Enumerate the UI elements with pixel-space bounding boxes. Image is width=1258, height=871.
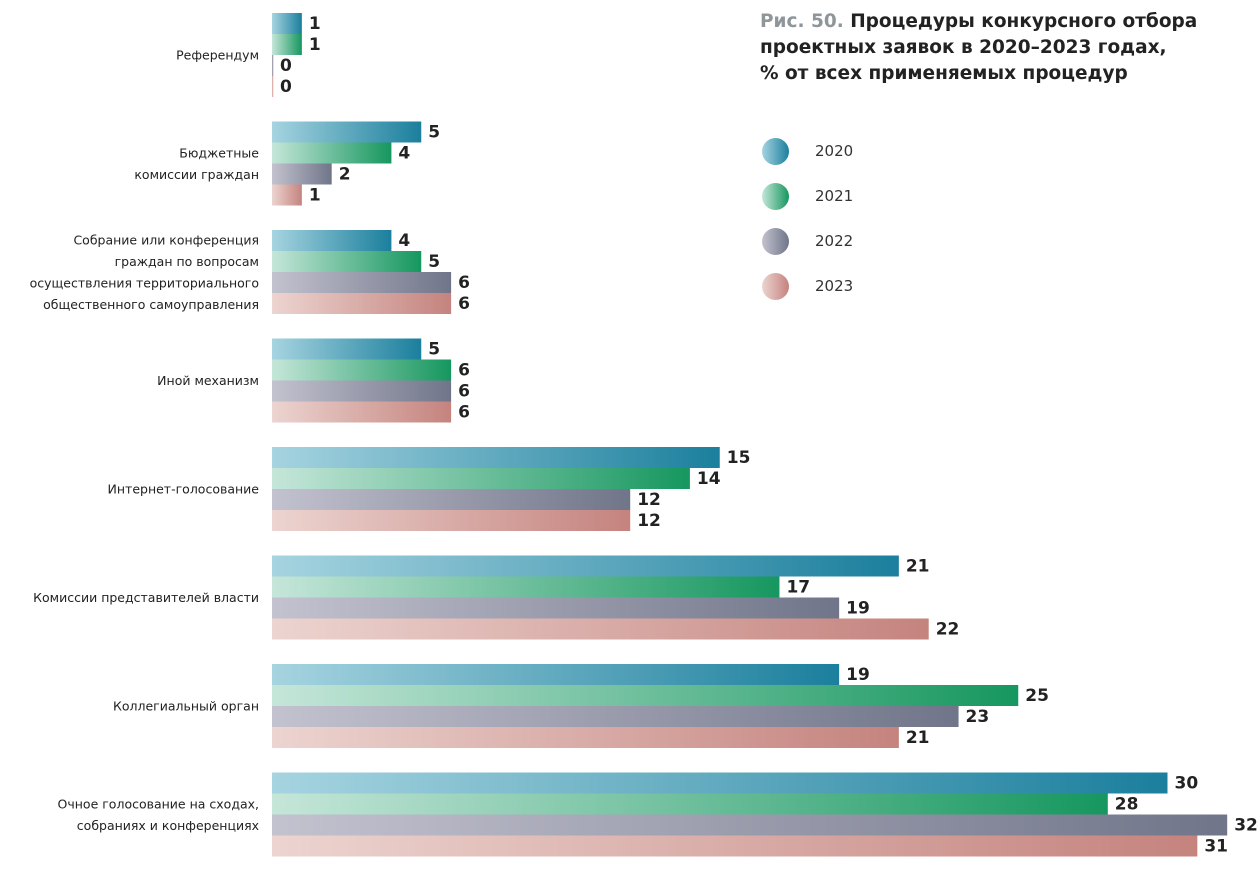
title-line-2: проектных заявок в 2020–2023 годах, (760, 37, 1167, 58)
legend-swatch-2020 (762, 138, 789, 165)
bar-2020-cat-6 (272, 664, 840, 685)
bar-2020-cat-3 (272, 338, 422, 360)
bars-layer (272, 13, 1228, 857)
value-label-2022-cat-1: 2 (339, 165, 351, 185)
category-label-1-line-1: комиссии граждан (134, 167, 259, 182)
bar-2023-cat-3 (272, 401, 452, 423)
bar-2022-cat-5 (272, 597, 840, 619)
value-label-2021-cat-5: 17 (786, 578, 810, 598)
bar-2020-cat-5 (272, 555, 899, 577)
category-label-7-line-1: собраниях и конференциях (77, 818, 259, 833)
legend-swatch-2023 (762, 273, 789, 300)
bar-2022-cat-3 (272, 380, 452, 402)
bar-2021-cat-7 (272, 793, 1108, 815)
value-label-2022-cat-6: 23 (966, 707, 990, 727)
bar-2021-cat-6 (272, 685, 1019, 706)
bar-2022-cat-7 (272, 814, 1228, 836)
value-label-2020-cat-2: 4 (398, 231, 410, 251)
category-label-3-line-0: Иной механизм (157, 373, 259, 388)
value-label-2023-cat-4: 12 (637, 511, 661, 531)
value-label-2020-cat-6: 19 (846, 665, 870, 685)
value-label-2022-cat-5: 19 (846, 599, 870, 619)
title-line-1: Процедуры конкурсного отбора (850, 11, 1198, 32)
legend-swatch-2021 (762, 183, 789, 210)
value-label-2023-cat-2: 6 (458, 294, 470, 314)
figure-number: Рис. 50. (760, 11, 844, 32)
bar-2020-cat-4 (272, 447, 720, 468)
value-label-2021-cat-0: 1 (309, 35, 321, 55)
value-label-2023-cat-0: 0 (280, 77, 292, 97)
value-label-2022-cat-7: 32 (1234, 816, 1258, 836)
value-label-2022-cat-4: 12 (637, 490, 661, 510)
value-label-2023-cat-1: 1 (309, 186, 321, 206)
bar-2022-cat-0 (272, 55, 274, 76)
value-label-2023-cat-3: 6 (458, 403, 470, 423)
bar-2021-cat-2 (272, 251, 422, 272)
value-label-2021-cat-7: 28 (1115, 795, 1139, 815)
bar-2023-cat-6 (272, 727, 899, 748)
category-label-2-line-2: осуществления территориального (30, 275, 259, 290)
category-label-2-line-3: общественного самоуправления (43, 297, 259, 312)
bar-2022-cat-1 (272, 163, 332, 185)
bar-2021-cat-3 (272, 359, 452, 381)
bar-2021-cat-0 (272, 34, 302, 55)
value-label-2021-cat-6: 25 (1025, 686, 1049, 706)
value-label-2023-cat-6: 21 (906, 728, 930, 748)
bar-2020-cat-1 (272, 121, 422, 143)
value-label-2020-cat-1: 5 (428, 123, 440, 143)
value-label-2021-cat-3: 6 (458, 361, 470, 381)
category-label-2-line-1: граждан по вопросам (115, 254, 259, 269)
value-label-2022-cat-3: 6 (458, 382, 470, 402)
value-label-2020-cat-7: 30 (1175, 774, 1199, 794)
bar-2021-cat-5 (272, 576, 780, 598)
category-label-0-line-0: Референдум (176, 48, 259, 63)
category-label-5-line-0: Комиссии представителей власти (33, 590, 259, 605)
bar-2020-cat-7 (272, 772, 1168, 794)
legend-label-2022: 2022 (815, 232, 854, 250)
bar-2022-cat-2 (272, 272, 452, 293)
category-label-4-line-0: Интернет-голосование (108, 482, 260, 497)
bar-2023-cat-7 (272, 835, 1198, 857)
value-label-2023-cat-7: 31 (1204, 837, 1228, 857)
legend-swatch-2022 (762, 228, 789, 255)
value-label-2020-cat-3: 5 (428, 340, 440, 360)
value-label-2022-cat-0: 0 (280, 56, 292, 76)
bar-2021-cat-1 (272, 142, 392, 164)
category-label-2-line-0: Собрание или конференция (73, 232, 259, 247)
value-label-2021-cat-1: 4 (398, 144, 410, 164)
bar-2020-cat-2 (272, 230, 392, 251)
bar-2020-cat-0 (272, 13, 302, 34)
bar-2023-cat-4 (272, 510, 631, 531)
value-label-2023-cat-5: 22 (936, 620, 960, 640)
value-label-2020-cat-4: 15 (727, 448, 751, 468)
legend-label-2021: 2021 (815, 187, 854, 205)
bar-2022-cat-4 (272, 489, 631, 510)
title-line-3: % от всех применяемых процедур (760, 63, 1128, 84)
bar-2022-cat-6 (272, 706, 959, 727)
category-labels: Референдум Бюджетные комиссии граждан Собра… (30, 48, 260, 833)
bar-2023-cat-0 (272, 76, 274, 97)
value-labels: 1100542145665666151412122117192219252321… (280, 14, 1258, 857)
legend-label-2020: 2020 (815, 142, 854, 160)
value-label-2021-cat-2: 5 (428, 252, 440, 272)
value-label-2020-cat-0: 1 (309, 14, 321, 34)
bar-2021-cat-4 (272, 468, 690, 489)
chart-title: Рис. 50. Процедуры конкурсного отбора пр… (760, 9, 1255, 87)
bar-2023-cat-1 (272, 184, 302, 206)
legend-label-2023: 2023 (815, 277, 854, 295)
category-label-6-line-0: Коллегиальный орган (113, 699, 259, 714)
value-label-2022-cat-2: 6 (458, 273, 470, 293)
value-label-2020-cat-5: 21 (906, 557, 930, 577)
value-label-2021-cat-4: 14 (697, 469, 721, 489)
category-label-7-line-0: Очное голосование на сходах, (58, 796, 259, 811)
category-label-1-line-0: Бюджетные (179, 145, 259, 160)
bar-2023-cat-2 (272, 293, 452, 314)
bar-2023-cat-5 (272, 618, 929, 640)
